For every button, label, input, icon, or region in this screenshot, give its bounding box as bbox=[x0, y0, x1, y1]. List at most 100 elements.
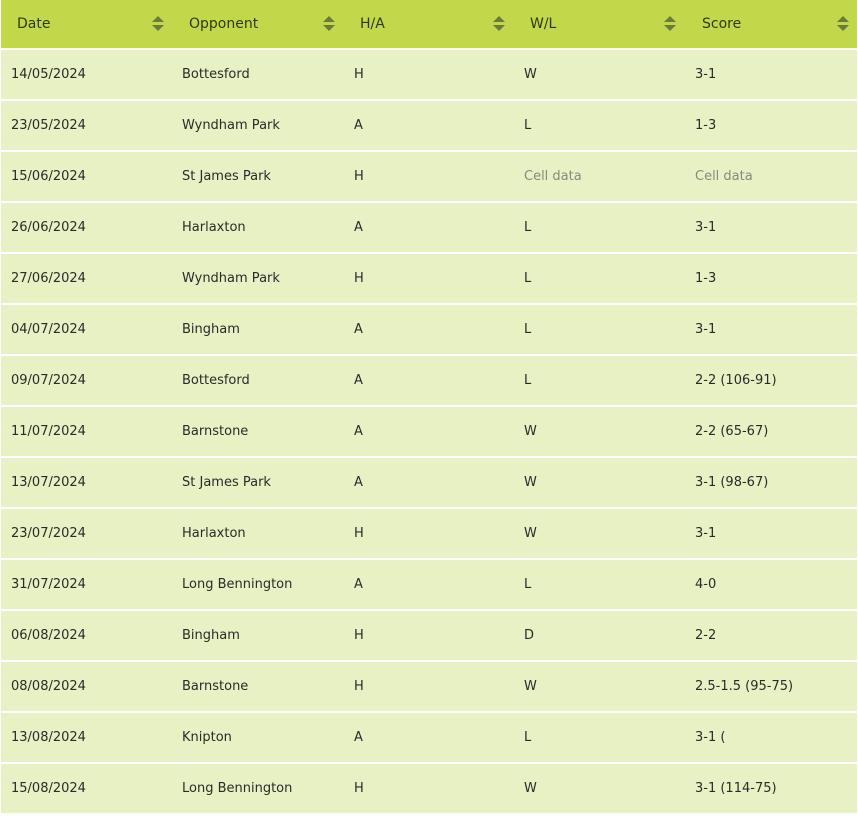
cell-home-away: H bbox=[354, 169, 364, 184]
cell-date: 14/05/2024 bbox=[11, 67, 86, 82]
cell-opponent: Harlaxton bbox=[182, 220, 246, 235]
table-row: 15/06/2024 St James Park H Cell data Cell da… bbox=[1, 152, 857, 201]
table-row: 11/07/2024 Barnstone A W 2-2 (65-67) bbox=[1, 407, 857, 456]
column-header-label: Opponent bbox=[189, 16, 259, 32]
cell-opponent: Wyndham Park bbox=[182, 118, 280, 133]
cell-opponent: Knipton bbox=[182, 730, 232, 745]
cell-score: 3-1 bbox=[695, 322, 717, 337]
cell-opponent: Long Bennington bbox=[182, 781, 293, 796]
cell-date: 13/07/2024 bbox=[11, 475, 86, 490]
cell-home-away: A bbox=[354, 730, 363, 745]
cell-win-loss: W bbox=[524, 67, 537, 82]
cell-win-loss: L bbox=[524, 730, 532, 745]
cell-date: 15/08/2024 bbox=[11, 781, 86, 796]
column-header-label: Date bbox=[17, 16, 51, 32]
cell-score: 3-1 (98-67) bbox=[695, 475, 769, 490]
sort-arrows-icon[interactable] bbox=[837, 16, 849, 32]
cell-date: 06/08/2024 bbox=[11, 628, 86, 643]
cell-opponent: Bottesford bbox=[182, 67, 250, 82]
table-row: 14/05/2024 Bottesford H W 3-1 bbox=[1, 50, 857, 99]
cell-date: 23/07/2024 bbox=[11, 526, 86, 541]
cell-home-away: A bbox=[354, 373, 363, 388]
cell-opponent: Bingham bbox=[182, 322, 240, 337]
table-row: 13/08/2024 Knipton A L 3-1 ( bbox=[1, 713, 857, 762]
cell-opponent: Bottesford bbox=[182, 373, 250, 388]
cell-date: 23/05/2024 bbox=[11, 118, 86, 133]
column-header-label: H/A bbox=[360, 16, 385, 32]
cell-win-loss: W bbox=[524, 424, 537, 439]
table-body: 14/05/2024 Bottesford H W 3-1 23/05/2024 Wyndh… bbox=[1, 50, 857, 813]
cell-win-loss: W bbox=[524, 526, 537, 541]
cell-score: 1-3 bbox=[695, 118, 717, 133]
column-header-win-loss[interactable]: W/L bbox=[513, 0, 684, 48]
cell-home-away: H bbox=[354, 781, 364, 796]
cell-win-loss: L bbox=[524, 373, 532, 388]
table-row: 23/05/2024 Wyndham Park A L 1-3 bbox=[1, 101, 857, 150]
cell-win-loss: L bbox=[524, 220, 532, 235]
cell-opponent: St James Park bbox=[182, 169, 271, 184]
cell-win-loss: W bbox=[524, 475, 537, 490]
cell-score: 3-1 bbox=[695, 220, 717, 235]
cell-home-away: H bbox=[354, 526, 364, 541]
cell-score: 3-1 bbox=[695, 67, 717, 82]
table-row: 09/07/2024 Bottesford A L 2-2 (106-91) bbox=[1, 356, 857, 405]
cell-opponent: Harlaxton bbox=[182, 526, 246, 541]
table-row: 13/07/2024 St James Park A W 3-1 (98-67) bbox=[1, 458, 857, 507]
cell-opponent: Barnstone bbox=[182, 424, 249, 439]
sort-arrows-icon[interactable] bbox=[493, 16, 505, 32]
cell-win-loss: Cell data bbox=[524, 169, 582, 184]
column-header-score[interactable]: Score bbox=[684, 0, 857, 48]
cell-win-loss: W bbox=[524, 781, 537, 796]
table-row: 15/08/2024 Long Bennington H W 3-1 (114-75) bbox=[1, 764, 857, 813]
column-header-home-away[interactable]: H/A bbox=[343, 0, 513, 48]
table-row: 27/06/2024 Wyndham Park H L 1-3 bbox=[1, 254, 857, 303]
cell-win-loss: W bbox=[524, 679, 537, 694]
cell-score: 2-2 (106-91) bbox=[695, 373, 777, 388]
column-header-label: W/L bbox=[530, 16, 557, 32]
cell-score: 3-1 ( bbox=[695, 730, 726, 745]
table-row: 26/06/2024 Harlaxton A L 3-1 bbox=[1, 203, 857, 252]
cell-home-away: H bbox=[354, 67, 364, 82]
cell-date: 31/07/2024 bbox=[11, 577, 86, 592]
sort-arrows-icon[interactable] bbox=[664, 16, 676, 32]
cell-score: 4-0 bbox=[695, 577, 717, 592]
table-header: Date Opponent H/A W/L Score bbox=[1, 0, 857, 48]
cell-home-away: A bbox=[354, 424, 363, 439]
cell-win-loss: D bbox=[524, 628, 535, 643]
cell-win-loss: L bbox=[524, 322, 532, 337]
sort-arrows-icon[interactable] bbox=[152, 16, 164, 32]
cell-date: 09/07/2024 bbox=[11, 373, 86, 388]
cell-date: 27/06/2024 bbox=[11, 271, 86, 286]
cell-home-away: H bbox=[354, 271, 364, 286]
cell-date: 11/07/2024 bbox=[11, 424, 86, 439]
table-row: 08/08/2024 Barnstone H W 2.5-1.5 (95-75) bbox=[1, 662, 857, 711]
cell-opponent: Long Bennington bbox=[182, 577, 293, 592]
cell-score: 3-1 (114-75) bbox=[695, 781, 777, 796]
table-row: 31/07/2024 Long Bennington A L 4-0 bbox=[1, 560, 857, 609]
cell-home-away: H bbox=[354, 628, 364, 643]
table-row: 04/07/2024 Bingham A L 3-1 bbox=[1, 305, 857, 354]
column-header-date[interactable]: Date bbox=[1, 0, 172, 48]
cell-home-away: A bbox=[354, 475, 363, 490]
column-header-opponent[interactable]: Opponent bbox=[172, 0, 343, 48]
sort-arrows-icon[interactable] bbox=[323, 16, 335, 32]
cell-score: Cell data bbox=[695, 169, 753, 184]
cell-score: 1-3 bbox=[695, 271, 717, 286]
cell-win-loss: L bbox=[524, 118, 532, 133]
cell-date: 15/06/2024 bbox=[11, 169, 86, 184]
cell-date: 13/08/2024 bbox=[11, 730, 86, 745]
cell-score: 2.5-1.5 (95-75) bbox=[695, 679, 794, 694]
cell-opponent: St James Park bbox=[182, 475, 271, 490]
cell-date: 04/07/2024 bbox=[11, 322, 86, 337]
cell-home-away: A bbox=[354, 322, 363, 337]
cell-date: 26/06/2024 bbox=[11, 220, 86, 235]
cell-score: 2-2 bbox=[695, 628, 717, 643]
cell-date: 08/08/2024 bbox=[11, 679, 86, 694]
table-row: 06/08/2024 Bingham H D 2-2 bbox=[1, 611, 857, 660]
cell-opponent: Wyndham Park bbox=[182, 271, 280, 286]
cell-home-away: A bbox=[354, 220, 363, 235]
table-row: 23/07/2024 Harlaxton H W 3-1 bbox=[1, 509, 857, 558]
cell-opponent: Bingham bbox=[182, 628, 240, 643]
cell-score: 3-1 bbox=[695, 526, 717, 541]
column-header-label: Score bbox=[702, 16, 742, 32]
